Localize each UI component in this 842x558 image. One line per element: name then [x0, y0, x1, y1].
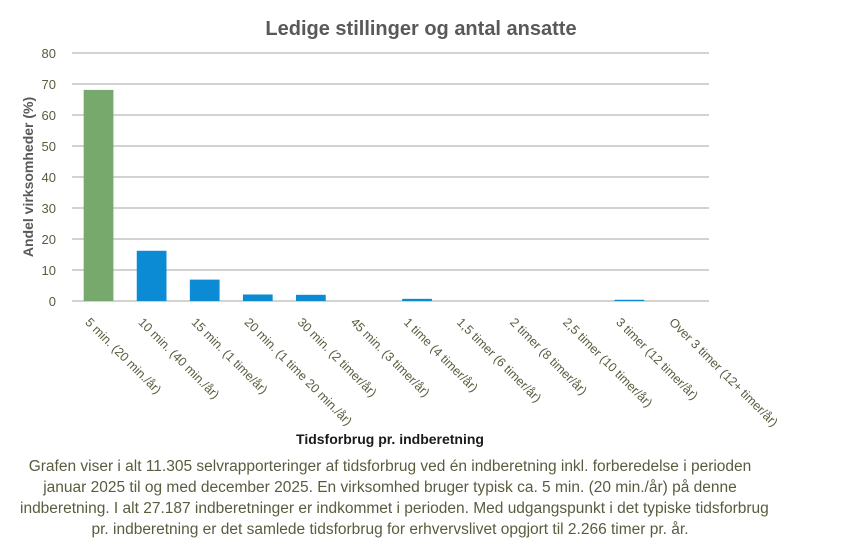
bar [402, 298, 432, 301]
y-tick-label: 10 [42, 263, 56, 278]
bar [296, 294, 326, 301]
bars [83, 89, 645, 301]
bar [83, 89, 114, 301]
y-tick-label: 60 [42, 108, 56, 123]
x-tick-labels: 5 min. (20 min./år)10 min. (40 min./år)1… [82, 315, 780, 429]
bar [614, 299, 645, 301]
gridlines [72, 52, 709, 302]
bar [242, 294, 273, 301]
caption-line: januar 2025 til og med december 2025. En… [43, 479, 737, 496]
x-tick-label: 20 min. (1 time 20 min./år) [242, 315, 355, 428]
y-tick-label: 0 [49, 294, 56, 309]
x-axis-label: Tidsforbrug pr. indberetning [296, 431, 484, 447]
x-tick-label: 2,5 timer (10 timer/år) [560, 315, 655, 410]
caption-line: pr. indberetning er det samlede tidsforb… [91, 521, 689, 538]
caption-line: Grafen viser i alt 11.305 selvrapporteri… [28, 458, 752, 475]
x-tick-label: Over 3 timer (12+ timer/år) [666, 315, 780, 429]
y-tick-label: 80 [42, 46, 56, 61]
y-tick-label: 40 [42, 170, 56, 185]
caption-line: indberetning. I alt 27.187 indberetninge… [20, 500, 769, 517]
y-tick-label: 30 [42, 201, 56, 216]
bar-chart: Ledige stillinger og antal ansatte Andel… [20, 18, 781, 447]
bar [136, 250, 167, 301]
y-tick-label: 70 [42, 77, 56, 92]
y-tick-label: 20 [42, 232, 56, 247]
bar [189, 279, 220, 301]
y-axis-label: Andel virksomheder (%) [20, 97, 36, 257]
chart-title: Ledige stillinger og antal ansatte [265, 18, 576, 40]
chart-caption: Grafen viser i alt 11.305 selvrapporteri… [20, 456, 769, 540]
y-tick-label: 50 [42, 139, 56, 154]
y-tick-labels: 0 10 20 30 40 50 60 70 80 [42, 46, 56, 309]
